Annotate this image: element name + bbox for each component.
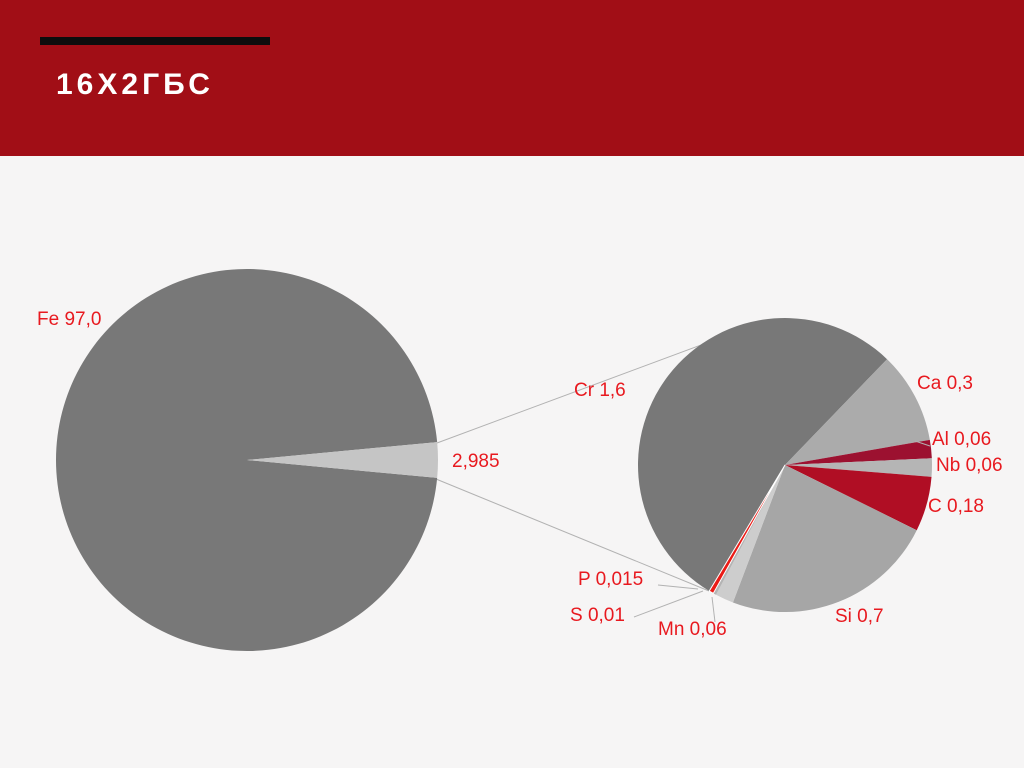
slide-title: 16Х2ГБС	[56, 68, 214, 101]
slice-label-Mn: Mn 0,06	[658, 619, 727, 640]
slice-label-Fe: Fe 97,0	[37, 309, 101, 330]
slice-label-Cr: Cr 1,6	[574, 380, 626, 401]
secondary-pie-slice-P	[708, 464, 786, 595]
slice-label-Ca: Ca 0,3	[917, 373, 973, 394]
secondary-pie-slice-Al	[785, 439, 932, 465]
slice-label-S: S 0,01	[570, 605, 625, 626]
main-pie-slice-other	[247, 442, 438, 478]
slice-label-P: P 0,015	[578, 569, 643, 590]
secondary-pie-slice-Ca	[785, 359, 930, 465]
secondary-pie-slice-Si	[732, 465, 917, 612]
secondary-pie-slice-Mn	[716, 465, 785, 603]
label-leader-line	[633, 590, 704, 618]
label-leader-line	[657, 584, 699, 590]
slice-label-Si: Si 0,7	[835, 606, 884, 627]
secondary-pie-slice-C	[785, 465, 932, 531]
slice-label-Other: 2,985	[452, 451, 500, 472]
secondary-pie-slice-Cr	[638, 318, 888, 592]
secondary-pie-slice-Nb	[785, 458, 932, 477]
series-connector-line	[435, 478, 710, 592]
slice-label-C: C 0,18	[928, 496, 984, 517]
title-accent-bar	[40, 37, 270, 45]
slide-header: 16Х2ГБС	[0, 0, 1024, 156]
slice-label-Nb: Nb 0,06	[936, 455, 1003, 476]
label-leader-line	[914, 440, 931, 447]
slice-label-Al: Al 0,06	[932, 429, 991, 450]
label-leader-line	[711, 596, 716, 623]
main-pie-slice-Fe	[55, 268, 438, 651]
